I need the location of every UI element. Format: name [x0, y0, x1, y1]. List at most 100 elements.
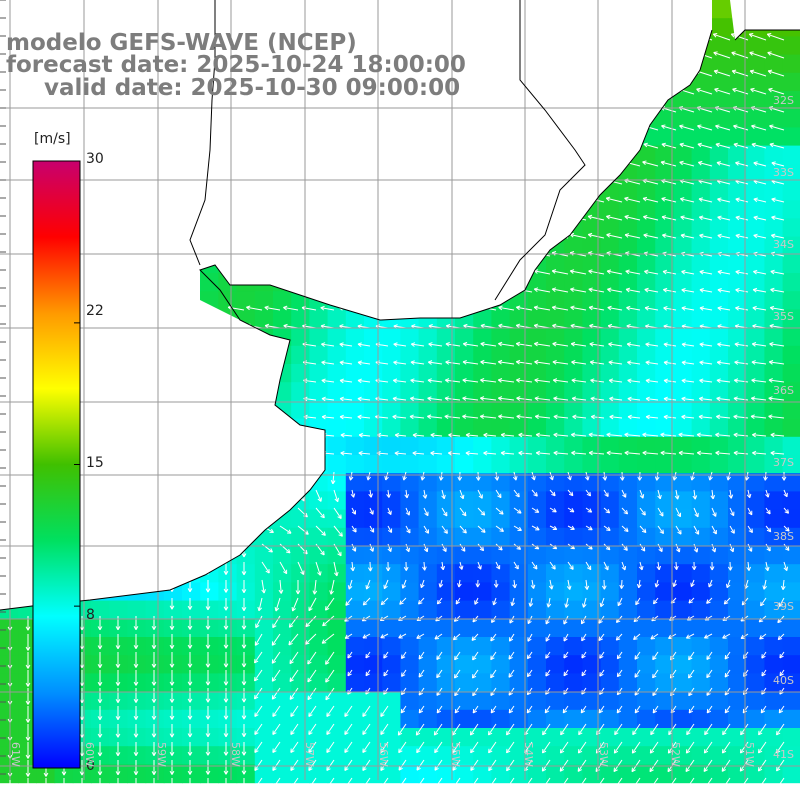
land-north	[0, 0, 712, 320]
wind-arrow	[617, 597, 623, 607]
wind-arrow	[716, 378, 731, 384]
wind-arrow	[350, 489, 356, 498]
wind-arrow	[751, 396, 767, 401]
wind-arrow	[440, 561, 446, 571]
wind-arrow	[477, 525, 486, 533]
wind-arrow	[205, 580, 211, 593]
wind-arrow	[569, 196, 587, 203]
wind-arrow	[607, 287, 623, 293]
wind-arrow	[187, 580, 193, 593]
wind-arrow	[585, 561, 592, 571]
wind-arrow	[571, 378, 587, 383]
wind-arrow	[554, 88, 569, 95]
wind-arrow	[735, 233, 749, 239]
wind-arrow	[584, 471, 590, 481]
wind-arrow	[351, 525, 357, 533]
wind-arrow	[626, 342, 641, 347]
wind-arrow	[549, 507, 557, 513]
wind-arrow	[553, 414, 569, 420]
wind-arrow	[483, 450, 497, 456]
wind-arrow	[494, 471, 500, 481]
wind-arrow	[606, 232, 623, 239]
wind-arrow	[699, 306, 713, 311]
wind-arrow	[588, 432, 605, 438]
wind-arrow	[441, 507, 448, 517]
wind-arrow	[321, 378, 335, 384]
wind-arrow	[681, 306, 695, 311]
wind-arrow	[516, 269, 533, 275]
wind-arrow	[715, 450, 731, 456]
wind-arrow	[551, 232, 569, 239]
wind-arrow	[325, 597, 335, 611]
wind-arrow	[676, 33, 695, 41]
wind-arrow	[590, 378, 605, 383]
wind-arrow	[570, 341, 587, 347]
wind-arrow	[661, 197, 677, 203]
wind-arrow	[393, 306, 407, 311]
wind-arrow	[516, 305, 533, 311]
wind-arrow	[533, 305, 551, 311]
wind-arrow	[480, 396, 497, 401]
wind-arrow	[564, 597, 569, 608]
wind-arrow	[367, 561, 373, 572]
wind-arrow	[393, 360, 407, 366]
wind-arrow	[681, 360, 695, 366]
wind-arrow	[569, 269, 587, 275]
wind-arrow	[462, 341, 479, 347]
wind-arrow	[735, 197, 749, 203]
wind-arrow	[312, 579, 318, 595]
wind-arrow	[321, 396, 335, 402]
wind-arrow	[368, 489, 373, 498]
wind-arrow	[570, 160, 587, 167]
wind-arrow	[623, 160, 641, 167]
lon-label: 57W	[303, 742, 316, 767]
wind-arrow	[553, 450, 569, 456]
wind-arrow	[462, 378, 479, 383]
wind-arrow	[717, 342, 731, 347]
wind-arrow	[531, 561, 538, 570]
wind-arrow	[747, 507, 753, 516]
wind-arrow	[606, 450, 623, 456]
wind-arrow	[552, 196, 569, 203]
wind-arrow	[394, 432, 407, 438]
wind-arrow	[351, 543, 357, 552]
wind-arrow	[588, 450, 605, 456]
wind-arrow	[642, 196, 659, 203]
wind-arrow	[283, 305, 299, 311]
wind-arrow	[553, 396, 569, 401]
wind-arrow	[586, 33, 605, 41]
wind-arrow	[624, 87, 641, 95]
wind-arrow	[553, 124, 569, 131]
wind-arrow	[622, 33, 641, 41]
wind-arrow	[780, 579, 786, 590]
wind-arrow	[681, 287, 695, 293]
wind-arrow	[261, 543, 273, 553]
wind-arrow	[674, 489, 680, 500]
wind-arrow	[497, 378, 515, 383]
wind-arrow	[715, 124, 731, 131]
wind-arrow	[606, 214, 623, 221]
wind-arrow	[659, 51, 677, 59]
wind-arrow	[351, 507, 356, 515]
wind-arrow	[402, 471, 407, 481]
wind-arrow	[698, 414, 713, 420]
wind-arrow	[621, 489, 627, 498]
wind-arrow	[778, 597, 785, 607]
wind-arrow	[769, 142, 785, 149]
wind-arrow	[641, 69, 659, 77]
wind-arrow	[681, 396, 695, 402]
wind-arrow	[672, 471, 678, 481]
wind-arrow	[570, 124, 587, 131]
wind-arrow	[715, 142, 731, 149]
wind-arrow	[257, 597, 263, 612]
wind-arrow	[427, 378, 443, 383]
wind-arrow	[752, 305, 767, 311]
wind-arrow	[693, 543, 699, 553]
wind-arrow	[768, 414, 785, 420]
wind-arrow	[369, 525, 375, 533]
wind-arrow	[412, 432, 425, 438]
wind-arrow	[448, 450, 461, 456]
wind-arrow	[551, 287, 569, 293]
wind-arrow	[246, 305, 263, 311]
